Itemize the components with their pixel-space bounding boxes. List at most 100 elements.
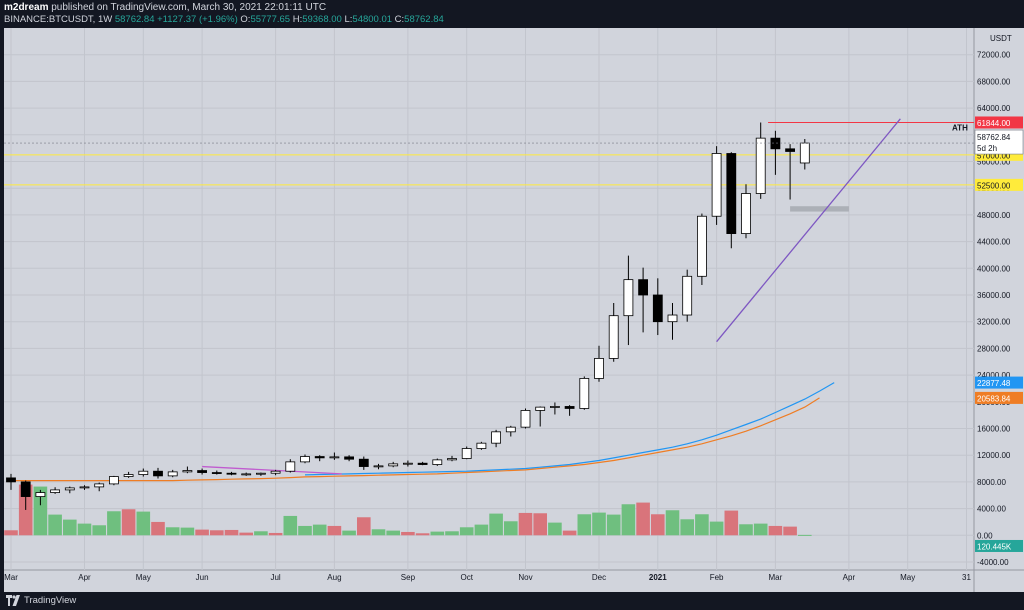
x-tick-label: May bbox=[136, 573, 151, 582]
volume-bar bbox=[298, 525, 312, 536]
ma-orange-line bbox=[11, 397, 820, 482]
x-tick-label: Mar bbox=[769, 573, 783, 582]
candle-body bbox=[652, 294, 663, 323]
candle-body bbox=[520, 410, 531, 428]
volume-bar bbox=[665, 510, 680, 536]
last-price: 58762.84 bbox=[114, 14, 155, 25]
volume-bar bbox=[386, 530, 400, 536]
candle-body bbox=[20, 481, 31, 497]
candle-body bbox=[167, 471, 178, 477]
candle-body bbox=[476, 442, 487, 449]
y-tick-label: 68000.00 bbox=[977, 77, 1011, 86]
x-tick-label: Oct bbox=[460, 573, 473, 582]
candle-body bbox=[550, 406, 560, 408]
y-axis-unit-label: USDT bbox=[990, 34, 1012, 43]
candle-body bbox=[505, 426, 516, 433]
candle-body bbox=[491, 431, 502, 444]
volume-bar bbox=[210, 530, 224, 536]
candle-body bbox=[344, 456, 355, 460]
open-value: 55777.65 bbox=[250, 14, 291, 25]
volume-bar bbox=[239, 532, 253, 536]
high-label: H: bbox=[292, 14, 303, 25]
price-tag-label: 120.445K bbox=[977, 542, 1012, 551]
tradingview-brand[interactable]: TradingView bbox=[24, 595, 77, 606]
x-tick-label: Nov bbox=[518, 573, 532, 582]
y-tick-label: 12000.00 bbox=[977, 451, 1011, 460]
candle-body bbox=[682, 275, 693, 316]
volume-bar bbox=[445, 531, 459, 536]
countdown-label: 5d 2h bbox=[977, 144, 997, 153]
candle-body bbox=[667, 314, 678, 323]
candle-body bbox=[314, 456, 325, 459]
volume-bar bbox=[371, 529, 386, 536]
tradingview-logo-icon[interactable] bbox=[6, 595, 20, 606]
volume-bar bbox=[606, 514, 621, 536]
candle-body bbox=[799, 142, 810, 164]
volume-bar bbox=[474, 524, 489, 536]
candle-body bbox=[50, 489, 60, 493]
volume-bar bbox=[504, 521, 518, 536]
volume-bar bbox=[798, 534, 812, 536]
candle-body bbox=[270, 470, 281, 474]
volume-bar bbox=[680, 519, 694, 536]
volume-bar bbox=[63, 519, 77, 536]
volume-bar bbox=[401, 531, 415, 536]
x-tick-label: Feb bbox=[710, 573, 724, 582]
close-value: 58762.84 bbox=[404, 14, 444, 25]
candle-body bbox=[94, 483, 105, 488]
volume-bar bbox=[533, 513, 547, 536]
candle-body bbox=[226, 472, 237, 475]
last-price-tag-label: 58762.84 bbox=[977, 133, 1011, 142]
candle-body bbox=[726, 153, 737, 234]
volume-bar bbox=[768, 525, 783, 536]
trendline bbox=[716, 118, 901, 343]
volume-bar bbox=[180, 527, 195, 536]
x-tick-label: Jun bbox=[196, 573, 209, 582]
candle-body bbox=[197, 470, 208, 473]
candle-body bbox=[373, 465, 384, 468]
candle-body bbox=[417, 462, 428, 465]
volume-bar bbox=[415, 533, 430, 536]
volume-bar bbox=[724, 510, 739, 536]
volume-bar bbox=[783, 526, 797, 536]
symbol-label[interactable]: BINANCE:BTCUSDT, 1W bbox=[4, 14, 113, 25]
price-tag-bg bbox=[975, 376, 1023, 389]
candle-body bbox=[153, 470, 163, 477]
candle-body bbox=[461, 448, 472, 459]
volume-bar bbox=[195, 529, 209, 536]
volume-bar bbox=[695, 514, 709, 536]
candle-body bbox=[109, 476, 119, 485]
candle-body bbox=[211, 472, 222, 474]
volume-bar bbox=[562, 530, 577, 536]
y-tick-label: 64000.00 bbox=[977, 104, 1011, 113]
candle-body bbox=[300, 456, 310, 463]
level-tag-label: 52500.00 bbox=[977, 181, 1011, 190]
low-value: 54800.01 bbox=[352, 14, 393, 25]
ath-label: ATH bbox=[952, 123, 968, 132]
candle-body bbox=[535, 406, 546, 411]
volume-bar bbox=[77, 523, 92, 536]
y-tick-label: 72000.00 bbox=[977, 51, 1011, 60]
candle-body bbox=[564, 406, 575, 409]
y-tick-label: 56000.00 bbox=[977, 157, 1011, 166]
published-text: published on TradingView.com, March 30, … bbox=[51, 2, 327, 13]
candle-body bbox=[579, 378, 590, 409]
volume-bar bbox=[165, 527, 180, 536]
level-tag-bg bbox=[975, 116, 1023, 129]
candle-body bbox=[402, 462, 413, 465]
candle-body bbox=[79, 486, 90, 489]
candle-body bbox=[711, 153, 722, 217]
y-tick-label: 28000.00 bbox=[977, 344, 1011, 353]
candle-body bbox=[594, 358, 604, 379]
candle-body bbox=[329, 456, 340, 459]
volume-bar bbox=[709, 521, 724, 536]
y-tick-label: 8000.00 bbox=[977, 478, 1006, 487]
volume-bar bbox=[121, 509, 136, 536]
level-tag-bg bbox=[975, 178, 1023, 191]
volume-bar bbox=[327, 525, 342, 536]
y-tick-label: 16000.00 bbox=[977, 424, 1011, 433]
x-tick-label: Mar bbox=[4, 573, 18, 582]
volume-bar bbox=[651, 514, 665, 536]
author-name[interactable]: m2dream bbox=[4, 2, 49, 13]
